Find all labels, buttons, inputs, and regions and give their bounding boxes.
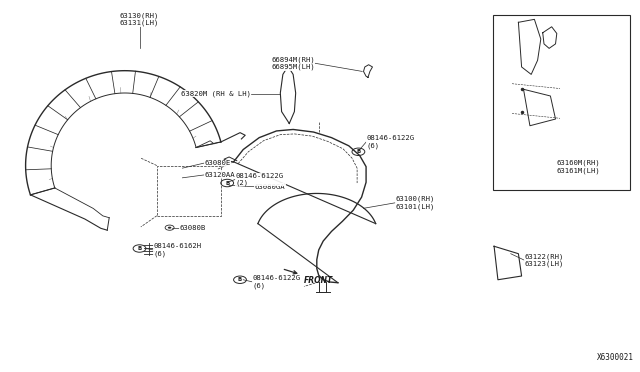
Text: B: B: [138, 246, 141, 251]
Text: B: B: [238, 277, 242, 282]
Text: B: B: [225, 180, 229, 186]
Text: 66894M(RH)
66895M(LH): 66894M(RH) 66895M(LH): [271, 56, 315, 70]
Text: B: B: [356, 149, 360, 154]
Text: 63122(RH)
63123(LH): 63122(RH) 63123(LH): [525, 253, 564, 267]
Text: 08146-6122G
(6): 08146-6122G (6): [253, 275, 301, 289]
Text: 63160M(RH)
63161M(LH): 63160M(RH) 63161M(LH): [557, 160, 600, 174]
Text: X6300021: X6300021: [596, 353, 634, 362]
Text: 63100(RH)
63101(LH): 63100(RH) 63101(LH): [396, 196, 435, 210]
Text: 63080E: 63080E: [205, 160, 231, 166]
Text: 08146-6162H
(6): 08146-6162H (6): [154, 243, 202, 257]
Circle shape: [168, 227, 172, 229]
Text: 63820M (RH & LH): 63820M (RH & LH): [181, 90, 251, 97]
Text: 63120AA: 63120AA: [205, 172, 236, 178]
Text: FRONT: FRONT: [303, 276, 333, 285]
Text: 63080B: 63080B: [179, 225, 205, 231]
Text: 08146-6122G
(6): 08146-6122G (6): [366, 135, 414, 149]
Text: 08146-6122G
(2): 08146-6122G (2): [236, 173, 284, 186]
Text: 63130(RH)
63131(LH): 63130(RH) 63131(LH): [120, 12, 159, 26]
Bar: [493, 15, 630, 190]
Text: 63080GA: 63080GA: [255, 184, 285, 190]
